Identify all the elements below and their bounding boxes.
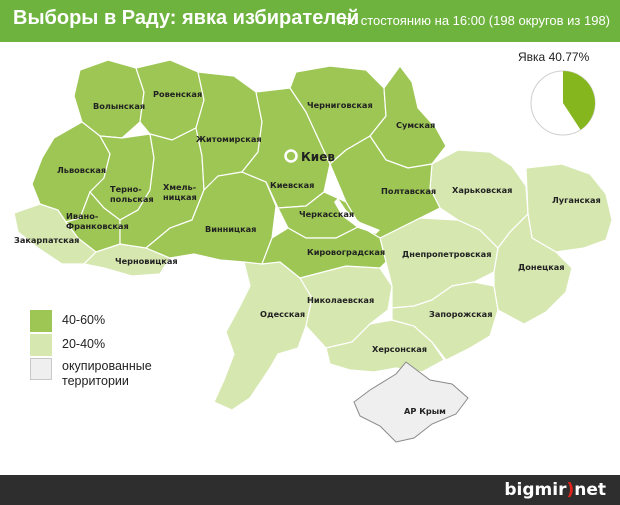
- turnout-label: Явка 40.77%: [518, 50, 590, 64]
- region-odesa[interactable]: [213, 261, 313, 411]
- turnout-pie-chart: [530, 70, 596, 136]
- ukraine-map: Киев Волынская Ровенская Львовская Терно…: [13, 59, 613, 443]
- page-title: Выборы в Раду: явка избирателей: [13, 7, 360, 29]
- region-label-odesa: Одесская: [260, 309, 305, 319]
- region-label-dnipro: Днепропетровская: [402, 249, 491, 259]
- region-label-kharkiv: Харьковская: [452, 185, 512, 195]
- region-label-ivano-frankivsk-text: Ивано-: [66, 211, 98, 221]
- legend-swatch-occupied: [30, 358, 52, 380]
- region-label-ternopil: Терно- польская: [110, 184, 154, 204]
- region-label-cherkasy: Черкасская: [299, 209, 354, 219]
- region-rivne[interactable]: [135, 59, 205, 141]
- region-label-poltava: Полтавская: [381, 186, 436, 196]
- region-luhansk[interactable]: [525, 163, 613, 253]
- region-donetsk[interactable]: [493, 212, 573, 325]
- page-subtitle: по стостоянию на 16:00 (198 округов из 1…: [342, 13, 610, 28]
- legend-item-occupied: окупированные территории: [30, 358, 172, 389]
- region-label-kirovohrad: Кировоградская: [307, 247, 385, 257]
- region-zaporizhzhia[interactable]: [391, 281, 499, 361]
- region-ivano-frankivsk[interactable]: [64, 190, 121, 253]
- region-label-ivano-frankivsk: Ивано- Франковская: [66, 211, 129, 231]
- legend-label-low: 20-40%: [62, 337, 106, 351]
- header-bar: Выборы в Раду: явка избирателей по стост…: [0, 0, 620, 42]
- region-label-khmelnytskyi: Хмель- ницкая: [163, 182, 199, 202]
- region-label-zhytomyr: Житомирская: [196, 134, 262, 144]
- region-label-chernihiv: Черниговская: [307, 100, 373, 110]
- pie-slice-turnout: [563, 71, 596, 130]
- region-label-zakarpattia: Закарпатская: [14, 235, 79, 245]
- capital-marker-icon[interactable]: [284, 149, 298, 163]
- logo-part1: bigmir: [504, 480, 567, 500]
- region-volyn[interactable]: [73, 59, 145, 139]
- region-label-chernivtsi: Черновицкая: [115, 256, 178, 266]
- region-label-ternopil-text-line2: польская: [110, 194, 154, 204]
- region-sumy[interactable]: [369, 64, 447, 169]
- region-label-mykolaiv: Николаевская: [307, 295, 374, 305]
- legend-label-high: 40-60%: [62, 313, 106, 327]
- region-label-khmelnytskyi-text-line2: ницкая: [163, 192, 197, 202]
- region-label-khmelnytskyi-text: Хмель-: [163, 182, 196, 192]
- region-label-luhansk: Луганская: [552, 195, 601, 205]
- brand-logo[interactable]: bigmir)net: [504, 480, 606, 500]
- capital-label: Киев: [301, 150, 335, 164]
- logo-accent: ): [566, 480, 575, 500]
- region-label-zaporizhzhia: Запорожская: [429, 309, 492, 319]
- legend-item-high: 40-60%: [30, 310, 105, 332]
- region-label-sumy: Сумская: [396, 120, 435, 130]
- region-label-ternopil-text: Терно-: [110, 184, 142, 194]
- region-label-donetsk: Донецкая: [518, 262, 565, 272]
- region-crimea[interactable]: [353, 361, 469, 443]
- legend-swatch-high: [30, 310, 52, 332]
- region-kirovohrad[interactable]: [261, 225, 387, 279]
- region-label-crimea: АР Крым: [404, 406, 446, 416]
- region-label-ivano-frankivsk-text-line2: Франковская: [66, 221, 129, 231]
- logo-part2: net: [574, 480, 606, 500]
- dnieper-river: [334, 198, 380, 234]
- region-label-lviv: Львовская: [57, 165, 106, 175]
- region-label-kyiv: Киевская: [270, 180, 314, 190]
- region-label-volyn: Волынская: [93, 101, 145, 111]
- legend-label-occupied: окупированные территории: [62, 359, 152, 388]
- legend-swatch-low: [30, 334, 52, 356]
- footer-bar: bigmir)net: [0, 475, 620, 505]
- region-label-vinnytsia: Винницкая: [205, 224, 256, 234]
- region-label-kherson: Херсонская: [372, 344, 427, 354]
- legend-item-low: 20-40%: [30, 334, 105, 356]
- region-kherson[interactable]: [325, 319, 445, 373]
- region-label-rivne: Ровенская: [153, 89, 202, 99]
